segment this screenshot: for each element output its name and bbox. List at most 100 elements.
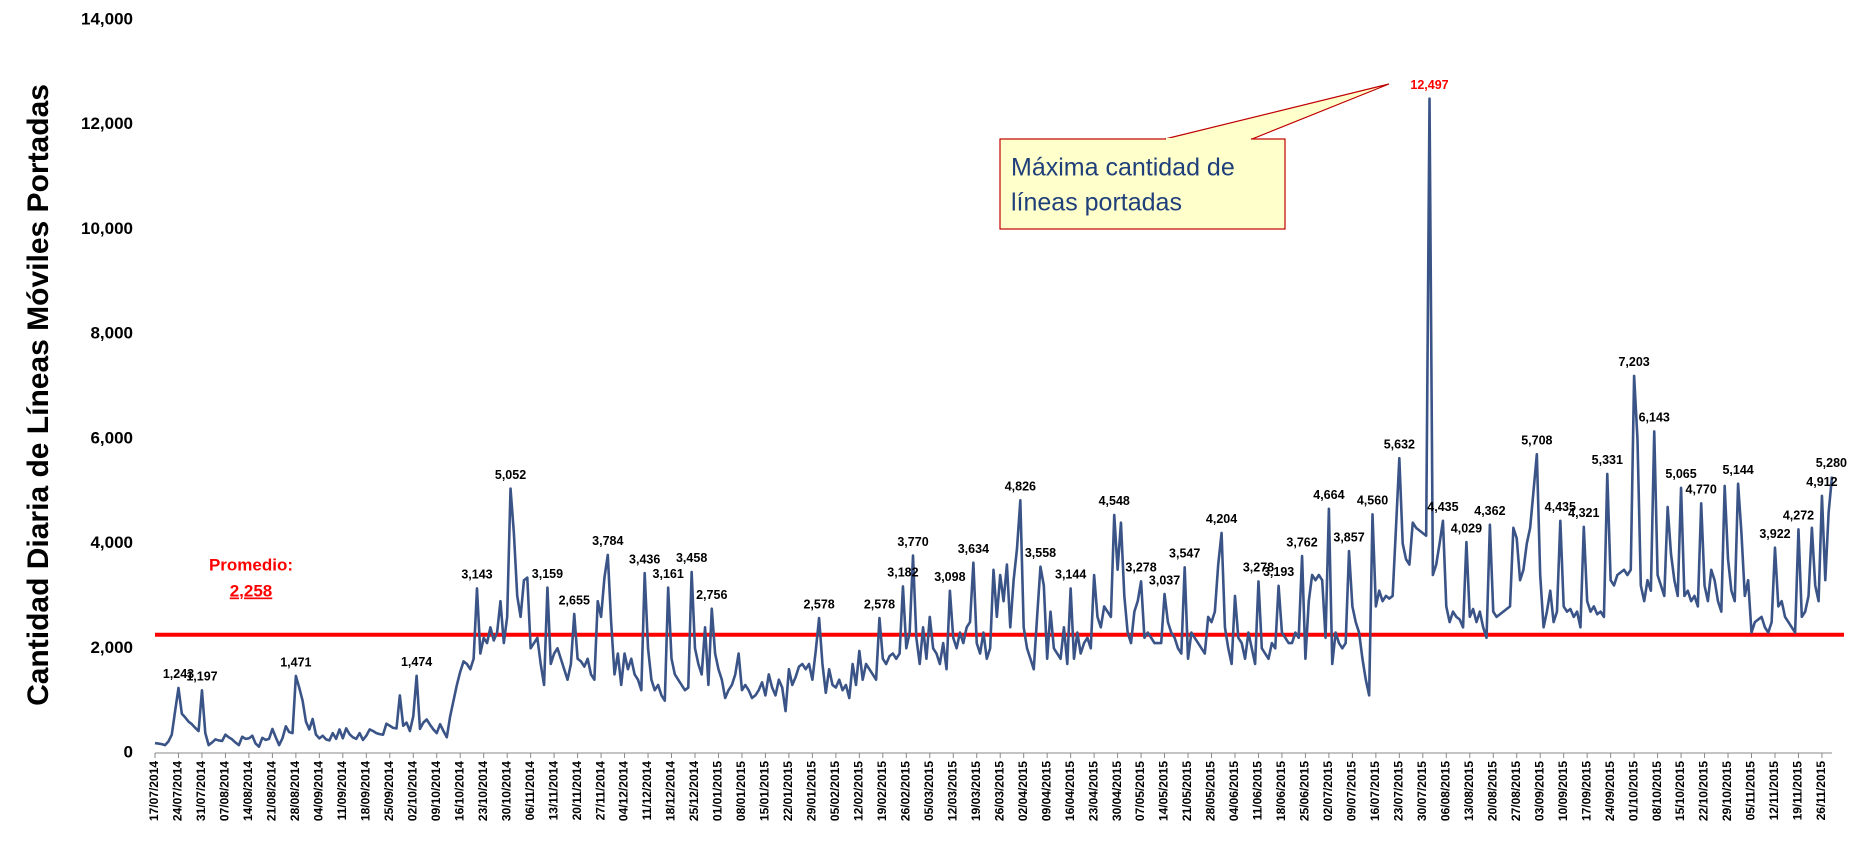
y-tick-label: 0	[124, 742, 133, 761]
x-tick-label: 19/02/2015	[875, 761, 889, 821]
data-label: 3,159	[532, 567, 563, 581]
data-label: 3,278	[1125, 561, 1156, 575]
x-tick-label: 05/02/2015	[828, 761, 842, 821]
x-tick-label: 28/05/2015	[1204, 761, 1218, 821]
x-tick-label: 15/01/2015	[758, 761, 772, 821]
x-tick-label: 13/11/2014	[546, 761, 560, 821]
data-label: 3,161	[653, 567, 684, 581]
x-tick-label: 12/03/2015	[945, 761, 959, 821]
x-tick-label: 16/04/2015	[1063, 761, 1077, 821]
x-tick-label: 24/09/2015	[1603, 761, 1617, 821]
data-label: 7,203	[1618, 355, 1649, 369]
y-tick-label: 2,000	[90, 638, 133, 657]
y-tick-label: 6,000	[90, 428, 133, 447]
data-label: 3,634	[958, 542, 989, 556]
data-label: 5,331	[1592, 453, 1623, 467]
data-label: 2,655	[559, 593, 590, 607]
y-tick-label: 8,000	[90, 324, 133, 343]
data-label: 3,193	[1263, 565, 1294, 579]
x-tick-label: 29/01/2015	[805, 761, 819, 821]
data-label: 1,243	[163, 667, 194, 681]
x-tick-label: 18/09/2014	[358, 761, 372, 821]
average-label: Promedio:	[209, 555, 293, 574]
x-tick-label: 01/01/2015	[711, 761, 725, 821]
x-tick-label: 20/11/2014	[570, 761, 584, 821]
data-label: 3,558	[1025, 546, 1056, 560]
callout-text: Máxima cantidad de	[1011, 154, 1235, 182]
x-tick-label: 08/10/2015	[1650, 761, 1664, 821]
data-label: 4,826	[1005, 480, 1036, 494]
average-group: Promedio: 2,258	[155, 555, 1844, 637]
data-label: 4,321	[1568, 506, 1599, 520]
x-tick-label: 02/07/2015	[1321, 761, 1335, 821]
data-label: 5,632	[1384, 437, 1415, 451]
x-tick-label: 22/01/2015	[781, 761, 795, 821]
x-tick-label: 16/10/2014	[452, 761, 466, 821]
data-label: 3,922	[1759, 527, 1790, 541]
x-tick-label: 12/02/2015	[852, 761, 866, 821]
x-tick-label: 08/01/2015	[734, 761, 748, 821]
data-label: 4,029	[1451, 521, 1482, 535]
data-label: 1,197	[186, 670, 217, 684]
x-tick-label: 04/09/2014	[312, 761, 326, 821]
y-tick-label: 4,000	[90, 533, 133, 552]
x-tick-label: 30/10/2014	[499, 761, 513, 821]
data-label: 1,474	[401, 655, 432, 669]
x-tick-label: 26/03/2015	[992, 761, 1006, 821]
callout-pointer	[1164, 83, 1390, 140]
data-label: 3,144	[1055, 568, 1086, 582]
y-tick-label: 12,000	[81, 114, 133, 133]
x-tick-label: 03/09/2015	[1532, 761, 1546, 821]
x-tick-label: 25/06/2015	[1298, 761, 1312, 821]
x-tick-label: 07/05/2015	[1133, 761, 1147, 821]
data-label: 3,547	[1169, 547, 1200, 561]
x-tick-label: 10/09/2015	[1556, 761, 1570, 821]
x-tick-label: 22/10/2015	[1697, 761, 1711, 821]
x-tick-label: 25/09/2014	[382, 761, 396, 821]
x-tick-label: 09/07/2015	[1345, 761, 1359, 821]
data-label: 3,098	[934, 570, 965, 584]
x-tick-label: 17/09/2015	[1579, 761, 1593, 821]
x-tick-label: 26/02/2015	[898, 761, 912, 821]
x-tick-label: 06/11/2014	[523, 761, 537, 821]
x-tick-label: 15/10/2015	[1673, 761, 1687, 821]
data-label: 3,784	[592, 534, 623, 548]
data-label: 3,770	[897, 535, 928, 549]
x-tick-label: 13/08/2015	[1462, 761, 1476, 821]
data-label: 2,578	[803, 597, 834, 611]
x-tick-label: 19/03/2015	[969, 761, 983, 821]
data-label: 3,278	[1243, 561, 1274, 575]
data-label: 4,560	[1357, 494, 1388, 508]
data-label: 6,143	[1639, 411, 1670, 425]
x-tick-label: 05/11/2015	[1744, 761, 1758, 821]
x-tick-label: 21/08/2014	[265, 761, 279, 821]
data-label: 4,204	[1206, 512, 1237, 526]
x-tick-label: 11/06/2015	[1251, 761, 1265, 821]
data-label: 3,436	[629, 552, 660, 566]
x-tick-label: 06/08/2015	[1438, 761, 1452, 821]
x-tick-label: 27/08/2015	[1509, 761, 1523, 821]
x-tick-label: 26/11/2015	[1814, 761, 1828, 821]
x-tick-label: 09/10/2014	[429, 761, 443, 821]
callout: Máxima cantidad de líneas portadas	[999, 83, 1390, 230]
data-label: 12,497	[1410, 78, 1448, 92]
x-tick-label: 18/06/2015	[1274, 761, 1288, 821]
x-tick-label: 09/04/2015	[1039, 761, 1053, 821]
x-tick-label: 16/07/2015	[1368, 761, 1382, 821]
data-label: 5,144	[1722, 463, 1753, 477]
data-label: 3,182	[887, 566, 918, 580]
data-label: 4,770	[1686, 483, 1717, 497]
y-axis-title: Cantidad Diaria de Líneas Móviles Portad…	[22, 84, 55, 706]
x-tick-label: 14/08/2014	[241, 761, 255, 821]
x-tick-label: 27/11/2014	[593, 761, 607, 821]
data-label: 5,708	[1521, 433, 1552, 447]
x-tick-label: 21/05/2015	[1180, 761, 1194, 821]
x-tick-label: 23/07/2015	[1392, 761, 1406, 821]
x-tick-label: 04/06/2015	[1227, 761, 1241, 821]
x-tick-label: 04/12/2014	[617, 761, 631, 821]
x-tick-label: 01/10/2015	[1626, 761, 1640, 821]
y-tick-label: 14,000	[81, 9, 133, 28]
x-tick-label: 02/04/2015	[1016, 761, 1030, 821]
y-tick-label: 10,000	[81, 219, 133, 238]
